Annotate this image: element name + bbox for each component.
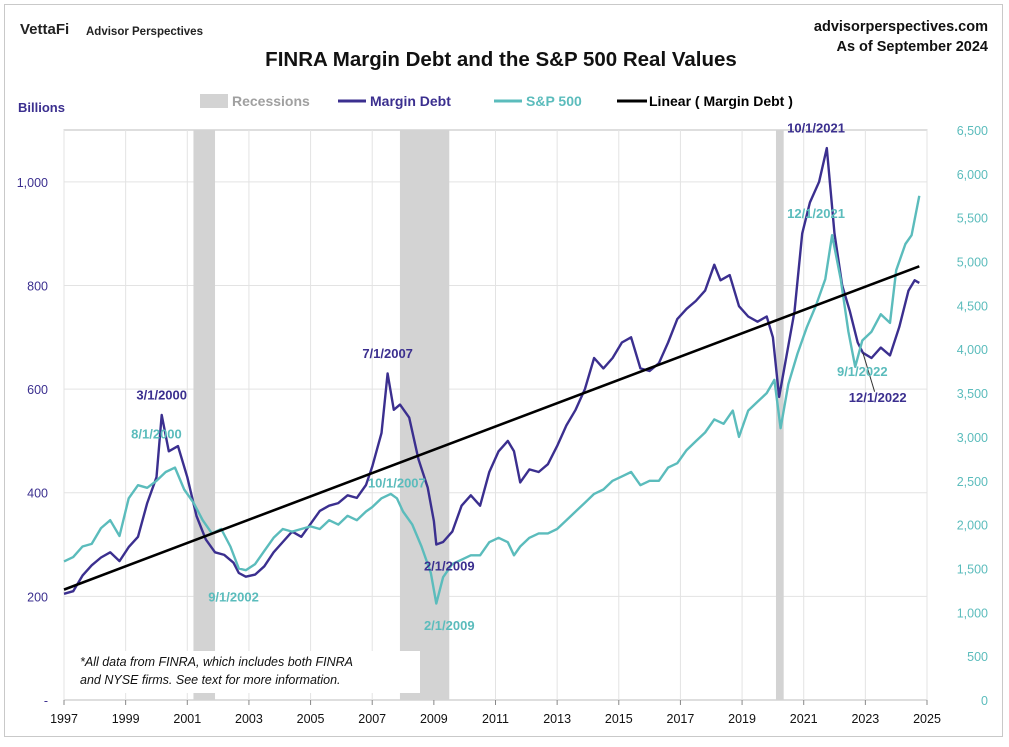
annotation-leader	[862, 352, 876, 392]
left-tick-label: 800	[27, 279, 48, 293]
series-line-margin-debt	[63, 146, 920, 595]
site-url: advisorperspectives.com	[814, 19, 988, 35]
x-tick-label: 2017	[667, 712, 695, 726]
right-tick-label: 5,000	[957, 256, 988, 270]
x-tick-label: 2003	[235, 712, 263, 726]
x-tick-label: 2019	[728, 712, 756, 726]
x-tick-label: 2023	[851, 712, 879, 726]
plot-area: 1997 1999 2001 2003 2005 2007 2009 2011 2013 2015…	[17, 121, 988, 726]
legend-label-margin-debt: Margin Debt	[370, 93, 451, 109]
annotation-label: 8/1/2000	[131, 426, 182, 441]
y-axis-label: Billions	[18, 100, 65, 115]
x-tick-label: 2025	[913, 712, 941, 726]
series-line-linear-trend	[63, 265, 920, 591]
legend-label-recessions: Recessions	[232, 93, 310, 109]
legend: Recessions Margin Debt S&P 500 Linear ( …	[200, 93, 793, 109]
right-tick-label: 4,500	[957, 299, 988, 313]
x-tick-label: 1999	[112, 712, 140, 726]
annotation-label: 9/1/2002	[208, 590, 259, 605]
right-tick-label: 3,500	[957, 387, 988, 401]
legend-label-linear: Linear ( Margin Debt )	[649, 93, 793, 109]
x-tick-label: 2007	[358, 712, 386, 726]
x-tick-label: 2011	[482, 712, 509, 726]
annotation-label: 3/1/2000	[136, 387, 187, 402]
annotation-label: 7/1/2007	[362, 346, 413, 361]
annotation-label: 10/1/2007	[368, 476, 426, 491]
left-tick-label: -	[44, 694, 48, 708]
right-tick-label: 2,500	[957, 475, 988, 489]
right-tick-label: 6,500	[957, 124, 988, 138]
chart-frame	[4, 4, 1003, 737]
right-tick-label: 6,000	[957, 168, 988, 182]
right-tick-label: 500	[967, 650, 988, 664]
x-tick-label: 2001	[173, 712, 201, 726]
x-tick-label: 2021	[790, 712, 818, 726]
right-tick-label: 1,000	[957, 606, 988, 620]
x-tick-label: 2009	[420, 712, 448, 726]
x-tick-label: 2005	[297, 712, 325, 726]
right-tick-label: 0	[981, 694, 988, 708]
chart-title: FINRA Margin Debt and the S&P 500 Real V…	[265, 48, 737, 71]
annotation-label: 12/1/2021	[787, 206, 845, 221]
annotation-label: 10/1/2021	[787, 121, 845, 136]
left-tick-label: 600	[27, 383, 48, 397]
x-tick-label: 2015	[605, 712, 633, 726]
x-tick-label: 1997	[50, 712, 78, 726]
left-tick-label: 400	[27, 487, 48, 501]
recession-band	[193, 130, 216, 700]
right-tick-label: 1,500	[957, 562, 988, 576]
vettafi-logo: VettaFi	[20, 21, 69, 38]
footnote-box	[72, 651, 420, 693]
annotation-label: 2/1/2009	[424, 558, 475, 573]
right-tick-label: 5,500	[957, 212, 988, 226]
annotation-label: 2/1/2009	[424, 618, 475, 633]
legend-recession-swatch	[200, 94, 228, 108]
x-tick-label: 2013	[543, 712, 571, 726]
legend-label-sp500: S&P 500	[526, 93, 582, 109]
annotation-label: 9/1/2022	[837, 364, 888, 379]
right-tick-label: 3,000	[957, 431, 988, 445]
right-tick-label: 2,000	[957, 519, 988, 533]
left-tick-label: 200	[27, 590, 48, 604]
footnote-line2: and NYSE firms. See text for more inform…	[80, 673, 341, 687]
annotation-label: 12/1/2022	[849, 390, 907, 405]
footnote-line1: *All data from FINRA, which includes bot…	[80, 655, 353, 669]
as-of-date: As of September 2024	[836, 39, 988, 55]
right-tick-label: 4,000	[957, 343, 988, 357]
left-tick-label: 1,000	[17, 176, 48, 190]
brand-name: Advisor Perspectives	[86, 26, 203, 38]
